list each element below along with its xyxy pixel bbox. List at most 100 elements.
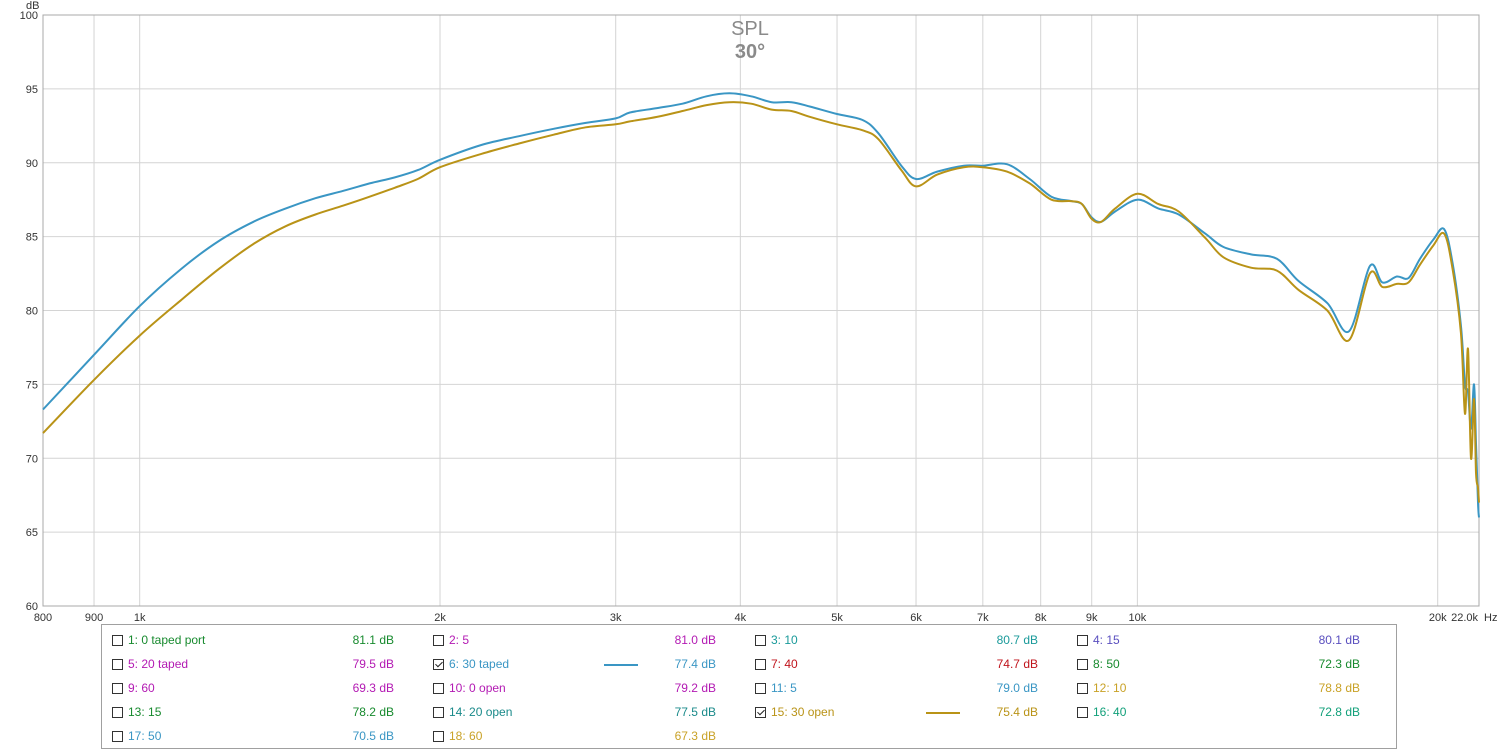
legend-checkbox[interactable] <box>755 706 766 718</box>
legend-checkbox[interactable] <box>112 658 123 670</box>
series-line-15-30-open[interactable] <box>42 101 1480 503</box>
legend-checkbox[interactable] <box>755 634 766 646</box>
legend-label: 16: 40 <box>1093 705 1127 719</box>
legend-panel: 1: 0 taped port 81.1 dB 2: 5 81.0 dB 3: 10 80… <box>101 624 1397 749</box>
y-tick-labels: 60 65 70 75 80 85 90 95 100 <box>20 10 38 613</box>
legend-item[interactable]: 1: 0 taped port <box>112 632 205 648</box>
x-tick-label: 8k <box>1035 612 1047 624</box>
legend-value: 78.2 dB <box>352 705 394 719</box>
legend-checkbox[interactable] <box>433 706 444 718</box>
legend-checkbox[interactable] <box>433 730 444 742</box>
y-tick-label: 70 <box>26 453 38 465</box>
legend-value: 70.5 dB <box>352 729 394 743</box>
legend-checkbox[interactable] <box>1077 658 1088 670</box>
legend-label: 15: 30 open <box>771 705 835 719</box>
legend-checkbox[interactable] <box>433 682 444 694</box>
x-tick-label: 10k <box>1128 612 1146 624</box>
legend-value: 74.7 dB <box>996 657 1038 671</box>
legend-item[interactable]: 7: 40 <box>755 656 798 672</box>
legend-item[interactable]: 6: 30 taped <box>433 656 509 672</box>
x-tick-label: 2k <box>434 612 446 624</box>
x-tick-label: 9k <box>1086 612 1098 624</box>
legend-item[interactable]: 8: 50 <box>1077 656 1120 672</box>
legend-value: 69.3 dB <box>352 681 394 695</box>
y-tick-label: 90 <box>26 158 38 170</box>
x-tick-label: 5k <box>831 612 843 624</box>
legend-line-swatch <box>926 712 960 714</box>
x-tick-label: 6k <box>910 612 922 624</box>
legend-value: 78.8 dB <box>1318 681 1360 695</box>
legend-checkbox[interactable] <box>112 706 123 718</box>
legend-item[interactable]: 18: 60 <box>433 728 482 744</box>
spl-chart[interactable]: SPL 30° dB Hz 60 65 70 75 80 85 90 95 100 800 900… <box>0 0 1500 624</box>
legend-label: 13: 15 <box>128 705 162 719</box>
legend-checkbox[interactable] <box>433 658 444 670</box>
legend-item[interactable]: 3: 10 <box>755 632 798 648</box>
legend-item[interactable]: 12: 10 <box>1077 680 1126 696</box>
legend-checkbox[interactable] <box>1077 706 1088 718</box>
legend-label: 12: 10 <box>1093 681 1127 695</box>
legend-checkbox[interactable] <box>1077 682 1088 694</box>
y-tick-label: 85 <box>26 232 38 244</box>
y-axis-unit: dB <box>26 0 39 12</box>
legend-checkbox[interactable] <box>112 730 123 742</box>
chart-subtitle: 30° <box>735 41 765 63</box>
legend-value: 72.8 dB <box>1318 705 1360 719</box>
legend-label: 8: 50 <box>1093 657 1120 671</box>
series-lines <box>42 92 1480 518</box>
legend-checkbox[interactable] <box>1077 634 1088 646</box>
chart-title: SPL <box>731 18 769 40</box>
legend-checkbox[interactable] <box>755 658 766 670</box>
legend-value: 81.1 dB <box>352 633 394 647</box>
legend-value: 67.3 dB <box>674 729 716 743</box>
legend-value: 79.5 dB <box>352 657 394 671</box>
legend-label: 3: 10 <box>771 633 798 647</box>
legend-item[interactable]: 15: 30 open <box>755 704 834 720</box>
x-tick-label: 800 <box>34 612 52 624</box>
x-axis-unit: Hz <box>1484 612 1497 624</box>
x-tick-label: 1k <box>134 612 146 624</box>
legend-label: 18: 60 <box>449 729 483 743</box>
x-tick-label: 3k <box>610 612 622 624</box>
x-tick-label: 20k <box>1429 612 1447 624</box>
y-tick-label: 75 <box>26 379 38 391</box>
plot-frame <box>42 14 1480 607</box>
y-tick-label: 60 <box>26 601 38 613</box>
legend-item[interactable]: 13: 15 <box>112 704 161 720</box>
y-tick-label: 100 <box>20 10 38 22</box>
legend-value: 80.1 dB <box>1318 633 1360 647</box>
y-tick-label: 65 <box>26 527 38 539</box>
legend-label: 7: 40 <box>771 657 798 671</box>
y-tick-label: 80 <box>26 306 38 318</box>
y-tick-label: 95 <box>26 84 38 96</box>
x-tick-label: 7k <box>977 612 989 624</box>
legend-label: 17: 50 <box>128 729 162 743</box>
legend-value: 77.5 dB <box>674 705 716 719</box>
legend-value: 75.4 dB <box>996 705 1038 719</box>
legend-label: 2: 5 <box>449 633 470 647</box>
legend-item[interactable]: 11: 5 <box>755 680 797 696</box>
legend-label: 9: 60 <box>128 681 155 695</box>
legend-checkbox[interactable] <box>112 634 123 646</box>
legend-value: 79.0 dB <box>996 681 1038 695</box>
legend-item[interactable]: 10: 0 open <box>433 680 506 696</box>
legend-checkbox[interactable] <box>433 634 444 646</box>
legend-item[interactable]: 4: 15 <box>1077 632 1120 648</box>
legend-value: 81.0 dB <box>674 633 716 647</box>
legend-item[interactable]: 14: 20 open <box>433 704 512 720</box>
legend-item[interactable]: 16: 40 <box>1077 704 1126 720</box>
x-tick-label: 900 <box>85 612 103 624</box>
legend-item[interactable]: 2: 5 <box>433 632 469 648</box>
legend-checkbox[interactable] <box>755 682 766 694</box>
legend-item[interactable]: 5: 20 taped <box>112 656 188 672</box>
legend-checkbox[interactable] <box>112 682 123 694</box>
legend-value: 77.4 dB <box>674 657 716 671</box>
legend-value: 72.3 dB <box>1318 657 1360 671</box>
legend-label: 4: 15 <box>1093 633 1120 647</box>
series-line-6-30-taped[interactable] <box>42 92 1480 518</box>
legend-value: 80.7 dB <box>996 633 1038 647</box>
legend-label: 5: 20 taped <box>128 657 189 671</box>
legend-item[interactable]: 17: 50 <box>112 728 161 744</box>
legend-label: 14: 20 open <box>449 705 513 719</box>
legend-item[interactable]: 9: 60 <box>112 680 155 696</box>
